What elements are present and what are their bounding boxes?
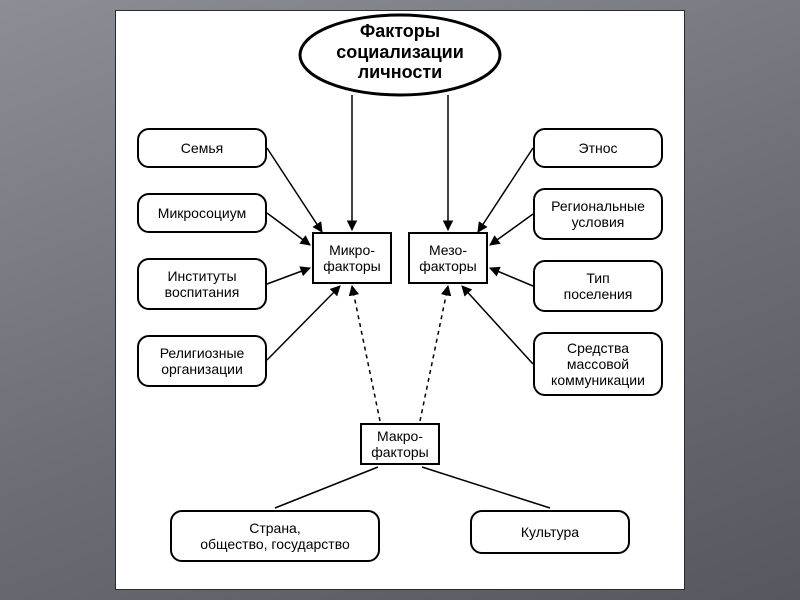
edge-macro-micro [352, 286, 380, 421]
node-inst: Институтывоспитания [137, 258, 267, 310]
node-media: Средствамассовойкоммуникации [533, 332, 663, 396]
node-family: Семья [137, 128, 267, 168]
node-culture: Культура [470, 510, 630, 554]
node-country: Страна,общество, государство [170, 510, 380, 562]
edge-macro-mezo [420, 286, 448, 421]
node-relig: Религиозныеорганизации [137, 335, 267, 387]
node-macro: Макро-факторы [360, 423, 440, 465]
node-settle: Типпоселения [533, 260, 663, 312]
edge-inst-micro [267, 268, 310, 284]
edge-relig-micro [267, 286, 340, 360]
edge-media-mezo [462, 286, 533, 364]
edge-region-mezo [490, 214, 533, 245]
diagram-svg [0, 0, 800, 600]
edge-macro-country [275, 467, 378, 508]
node-microsoc: Микросоциум [137, 193, 267, 233]
edge-macro-culture [422, 467, 550, 508]
node-ethnos: Этнос [533, 128, 663, 168]
diagram-stage: Факторысоциализацииличности Микро-фактор… [0, 0, 800, 600]
node-region: Региональныеусловия [533, 188, 663, 240]
node-micro: Микро-факторы [312, 232, 392, 284]
edge-settle-mezo [490, 268, 533, 286]
node-mezo: Мезо-факторы [408, 232, 488, 284]
title-label: Факторысоциализацииличности [300, 21, 500, 83]
edge-microsoc-micro [267, 213, 310, 245]
